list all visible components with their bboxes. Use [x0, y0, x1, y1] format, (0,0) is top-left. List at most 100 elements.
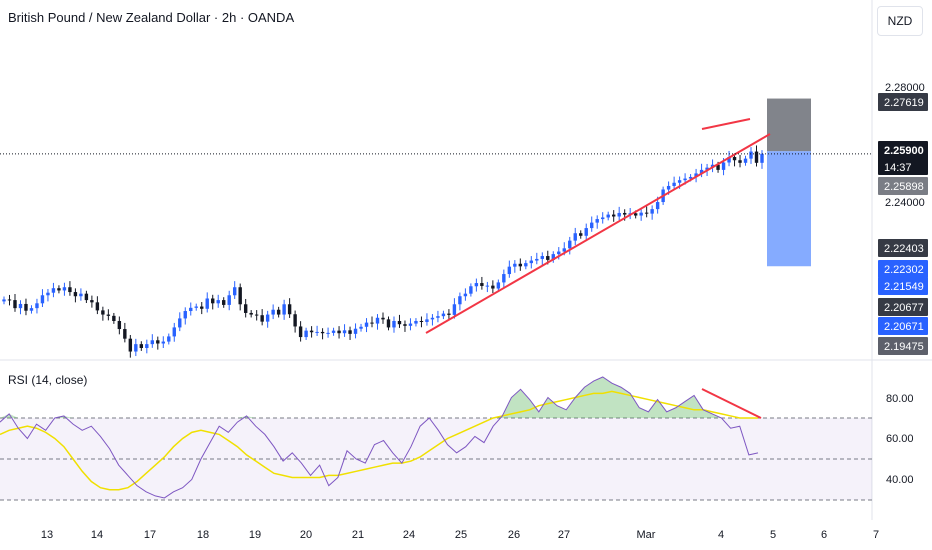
candle-body — [617, 212, 621, 217]
candle-body — [590, 222, 594, 229]
candle-body — [348, 330, 352, 334]
candle-body — [254, 314, 259, 316]
candle-body — [315, 331, 319, 333]
candle-body — [732, 157, 737, 161]
candle-body — [123, 329, 127, 339]
candle-body — [562, 248, 566, 252]
candle-body — [595, 219, 599, 223]
price-badge-label: 2.20677 — [884, 302, 924, 314]
candle-body — [584, 228, 588, 236]
candle-body — [205, 298, 209, 309]
price-badge — [878, 177, 928, 195]
candle-body — [128, 338, 133, 352]
price-badge — [878, 277, 928, 295]
x-tick-label: 13 — [41, 529, 53, 541]
price-badge — [878, 141, 928, 175]
price-badge — [878, 260, 928, 278]
x-tick-label: 21 — [352, 529, 364, 541]
resistance-trendline — [701, 118, 751, 130]
stop-loss-zone — [767, 151, 811, 267]
candle-body — [101, 310, 105, 315]
candle-body — [546, 256, 550, 260]
rsi-divergence-line — [701, 388, 762, 419]
candle-body — [331, 330, 336, 333]
candle-body — [243, 304, 248, 313]
candle-body — [13, 300, 17, 309]
price-badge-label: 2.21549 — [884, 281, 924, 293]
candle-body — [502, 274, 506, 283]
price-badge-label: 2.19475 — [884, 341, 924, 353]
candle-body — [458, 296, 462, 305]
price-badge — [878, 239, 928, 257]
candle-body — [232, 287, 237, 296]
candle-body — [364, 322, 369, 327]
candle-body — [216, 300, 220, 304]
candle-body — [677, 180, 682, 183]
candle-body — [134, 344, 138, 352]
candle-body — [172, 327, 176, 337]
candle-body — [743, 158, 748, 163]
candle-body — [535, 258, 539, 261]
candle-body — [408, 323, 413, 326]
currency-selector[interactable]: NZD — [877, 6, 923, 36]
candle-body — [480, 283, 484, 286]
candle-body — [95, 302, 100, 311]
price-badge-label: 2.27619 — [884, 97, 924, 109]
candle-body — [150, 340, 155, 345]
candle-body — [436, 316, 440, 318]
candle-body — [353, 328, 358, 334]
candle-body — [249, 312, 253, 315]
support-trendline — [425, 133, 771, 334]
candle-body — [716, 164, 720, 170]
rsi-indicator-label[interactable]: RSI (14, close) — [8, 373, 88, 387]
candle-body — [200, 306, 204, 309]
candle-body — [106, 314, 111, 316]
candle-body — [639, 212, 643, 216]
candle-body — [491, 285, 495, 289]
candle-body — [276, 309, 281, 315]
candle-body — [57, 288, 61, 291]
price-badge — [878, 337, 928, 355]
candle-body — [392, 320, 396, 328]
candle-body — [386, 319, 391, 328]
x-tick-label: 7 — [873, 529, 879, 541]
candle-body — [694, 173, 698, 177]
candle-body — [573, 233, 577, 241]
countdown-label: 14:37 — [884, 162, 912, 174]
candle-body — [79, 293, 83, 297]
candle-body — [211, 298, 215, 304]
candle-body — [194, 306, 198, 308]
candle-body — [606, 214, 610, 218]
candle-body — [40, 295, 45, 304]
candle-body — [463, 293, 468, 297]
candle-body — [672, 182, 676, 186]
candle-body — [375, 317, 380, 324]
candle-body — [452, 304, 457, 315]
x-tick-label: 25 — [455, 529, 467, 541]
candle-body — [601, 217, 605, 220]
price-badge-label: 2.22302 — [884, 264, 924, 276]
candle-body — [419, 320, 424, 322]
candle-body — [425, 319, 429, 322]
x-tick-label: 27 — [558, 529, 570, 541]
candle-body — [507, 266, 512, 275]
candle-body — [342, 330, 347, 334]
candle-body — [699, 169, 704, 174]
candle-body — [271, 309, 275, 315]
candle-body — [529, 260, 534, 264]
candle-body — [474, 283, 479, 287]
rsi-tick-label: 60.00 — [886, 433, 914, 445]
price-tick-label: 2.24000 — [885, 197, 925, 209]
candle-body — [666, 185, 671, 190]
candle-body — [579, 233, 583, 236]
take-profit-zone — [767, 98, 811, 152]
x-tick-label: 18 — [197, 529, 209, 541]
candle-body — [370, 322, 374, 324]
candle-body — [540, 256, 544, 259]
candle-body — [633, 213, 638, 216]
candle-body — [611, 214, 616, 217]
x-tick-label: 26 — [508, 529, 520, 541]
candle-body — [760, 153, 764, 163]
rsi-tick-label: 80.00 — [886, 393, 914, 405]
